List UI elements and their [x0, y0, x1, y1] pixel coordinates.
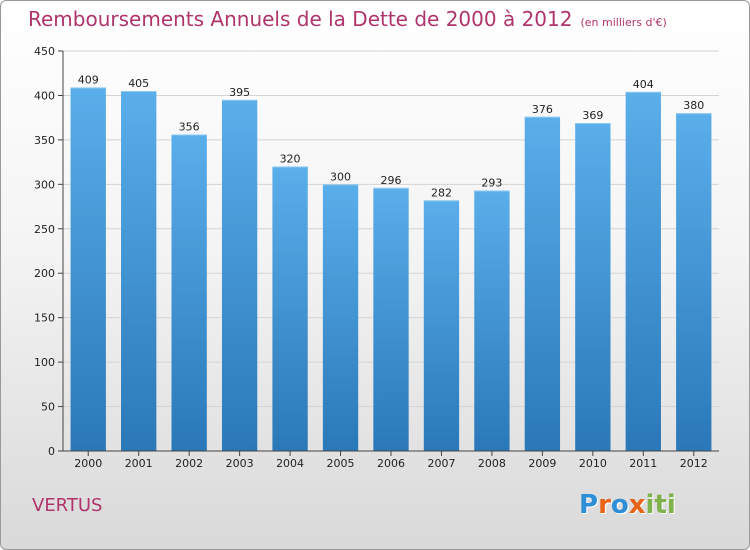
- y-tick-label: 350: [34, 134, 55, 147]
- data-label-2004: 320: [280, 153, 301, 166]
- y-tick-label: 50: [41, 401, 55, 414]
- x-tick-label-2003: 2003: [226, 457, 254, 470]
- bar-2005: [322, 184, 359, 452]
- bar-2011: [625, 91, 661, 451]
- x-tick-label-2005: 2005: [327, 457, 355, 470]
- bar-2004: [272, 166, 308, 452]
- x-tick-label-2007: 2007: [427, 457, 455, 470]
- logo-letter: x: [628, 490, 646, 520]
- bar-2012: [676, 113, 712, 451]
- data-label-2005: 300: [330, 170, 351, 183]
- chart-title-text: Remboursements Annuels de la Dette de 20…: [28, 7, 573, 31]
- x-tick-label-2011: 2011: [629, 457, 657, 470]
- bar-2000: [70, 87, 106, 451]
- bar-2009: [524, 116, 561, 452]
- y-tick-label: 100: [34, 356, 55, 369]
- logo-letter: i: [645, 490, 655, 520]
- logo-letter: o: [610, 490, 629, 520]
- y-tick-label: 300: [34, 178, 55, 191]
- logo-letter: i: [666, 490, 676, 520]
- x-tick-label-2009: 2009: [528, 457, 556, 470]
- bar-2007: [423, 200, 460, 451]
- data-label-2000: 409: [78, 73, 99, 86]
- data-label-2011: 404: [633, 78, 654, 91]
- x-tick-label-2012: 2012: [680, 457, 708, 470]
- bar-2008: [474, 190, 510, 452]
- chart-title: Remboursements Annuels de la Dette de 20…: [28, 7, 667, 31]
- x-tick-label-2004: 2004: [276, 457, 304, 470]
- data-label-2001: 405: [128, 77, 149, 90]
- data-label-2006: 296: [381, 174, 402, 187]
- x-tick-label-2010: 2010: [579, 457, 607, 470]
- data-label-2007: 282: [431, 186, 452, 199]
- data-label-2009: 376: [532, 103, 553, 116]
- bar-2006: [373, 187, 409, 451]
- data-label-2010: 369: [582, 109, 603, 122]
- proxiti-logo: Proxiti: [579, 490, 676, 520]
- chart-unit: (en milliers d'€): [580, 16, 667, 29]
- bar-2002: [171, 134, 207, 452]
- y-tick-label: 450: [34, 45, 55, 58]
- data-label-2012: 380: [683, 99, 704, 112]
- data-label-2003: 395: [229, 86, 250, 99]
- y-tick-label: 250: [34, 223, 55, 236]
- x-tick-label-2008: 2008: [478, 457, 506, 470]
- data-label-2002: 356: [179, 121, 200, 134]
- bar-2001: [121, 91, 157, 451]
- logo-letter: r: [598, 490, 611, 520]
- place-name: VERTUS: [32, 495, 103, 516]
- data-label-2008: 293: [481, 177, 502, 190]
- x-tick-label-2006: 2006: [377, 457, 405, 470]
- y-tick-label: 150: [34, 312, 55, 325]
- y-tick-label: 200: [34, 267, 55, 280]
- y-tick-label: 400: [34, 89, 55, 102]
- y-tick-label: 0: [48, 445, 55, 458]
- bar-2010: [575, 123, 611, 451]
- x-tick-label-2001: 2001: [125, 457, 153, 470]
- x-tick-label-2002: 2002: [175, 457, 203, 470]
- x-tick-label-2000: 2000: [74, 457, 102, 470]
- logo-letter: P: [579, 490, 599, 520]
- bar-2003: [221, 99, 258, 451]
- logo-letter: t: [654, 490, 667, 520]
